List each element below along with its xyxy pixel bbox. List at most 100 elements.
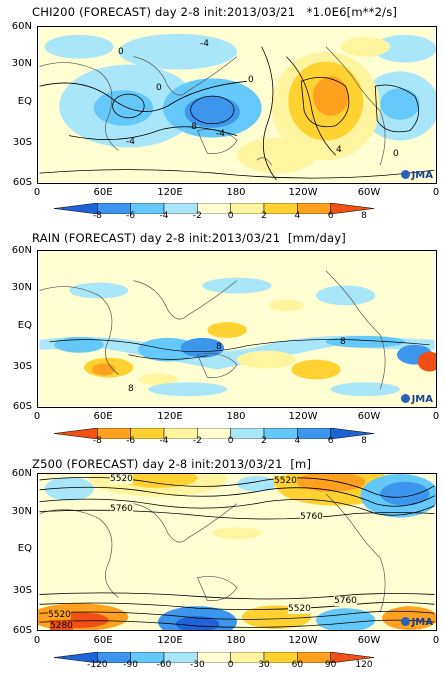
panel-title: CHI200 (FORECAST) day 2-8 init:2013/03/2… — [32, 5, 398, 19]
lon-label: 0 — [432, 635, 440, 646]
colorbar-tick-label: 4 — [294, 436, 301, 446]
colorbar-tick-label: -2 — [192, 436, 202, 446]
lat-label: 60S — [12, 625, 32, 636]
rain-panel: RAIN (FORECAST) day 2-8 init:2013/03/21 … — [0, 226, 445, 451]
lon-label: 180 — [226, 187, 246, 198]
contour-label: 0 — [118, 47, 124, 57]
z500-field — [38, 474, 436, 630]
lat-label: EQ — [17, 96, 32, 107]
contour-label: -4 — [200, 39, 209, 49]
lon-label: 60W — [357, 411, 381, 422]
jma-logo: JMA — [400, 394, 433, 405]
colorbar — [53, 648, 375, 664]
lon-label: 120W — [288, 187, 318, 198]
lat-label: 60N — [11, 21, 32, 32]
colorbar-swatch — [330, 202, 375, 215]
contour-label: 5760 — [334, 596, 357, 606]
lon-label: 0 — [432, 411, 440, 422]
contour-label: 5760 — [300, 512, 323, 522]
lon-label: 120W — [288, 411, 318, 422]
colorbar-tick-label: 0 — [227, 660, 234, 670]
colorbar-tick-label: -30 — [189, 660, 205, 670]
colorbar-tick-label: -4 — [159, 211, 169, 221]
contour-label: 5520 — [110, 474, 133, 484]
colorbar-tick-label: 0 — [227, 211, 234, 221]
lon-label: 60E — [93, 635, 113, 646]
jma-logo: JMA — [400, 617, 433, 628]
colorbar-tick-label: 8 — [361, 436, 367, 446]
lat-label: 60S — [12, 401, 32, 412]
contour-label: -4 — [126, 137, 135, 147]
contour-label: 0 — [393, 149, 399, 159]
colorbar-tick-label: 6 — [327, 211, 334, 221]
colorbar-tick-label: -4 — [159, 436, 169, 446]
colorbar-swatches — [53, 651, 375, 664]
colorbar-tick-label: 2 — [261, 211, 267, 221]
jma-logo: JMA — [400, 170, 433, 181]
colorbar-tick-label: 0 — [227, 436, 234, 446]
chi200-field — [39, 27, 436, 183]
lat-label: EQ — [17, 320, 32, 331]
colorbar-tick-label: 30 — [258, 660, 270, 670]
colorbar-tick-label: -60 — [156, 660, 172, 670]
colorbar-tick-label: -120 — [87, 660, 108, 670]
lon-label: 0 — [33, 187, 41, 198]
contour-label: -4 — [216, 129, 225, 139]
colorbar-tick-label: 120 — [355, 660, 373, 670]
colorbar-tick-label: 90 — [324, 660, 337, 670]
lon-label: 120E — [157, 635, 183, 646]
colorbar-tick-label: -2 — [192, 211, 202, 221]
lat-label: EQ — [17, 543, 32, 554]
chi200-panel: CHI200 (FORECAST) day 2-8 init:2013/03/2… — [0, 0, 445, 225]
contour-label: 0 — [156, 83, 162, 93]
colorbar — [53, 199, 375, 215]
colorbar-tick-label: -8 — [92, 436, 102, 446]
contour-label: 8 — [216, 342, 222, 352]
lon-label: 0 — [432, 187, 440, 198]
contour-label: 5520 — [274, 476, 297, 486]
lon-label: 60W — [357, 635, 381, 646]
lon-label: 60W — [357, 187, 381, 198]
z500-map: 5520 5520 5760 5760 5520 5520 5760 5280 … — [37, 473, 437, 631]
rain-field — [39, 251, 436, 407]
panel-title: Z500 (FORECAST) day 2-8 init:2013/03/21 … — [32, 457, 312, 471]
lon-label: 120E — [157, 187, 183, 198]
rain-map: 8 8 8 JMA — [37, 250, 437, 408]
lat-label: 30S — [12, 137, 32, 148]
lat-label: 30N — [11, 506, 32, 517]
colorbar-tick-label: -6 — [126, 436, 136, 446]
colorbar-swatch — [330, 427, 375, 440]
colorbar-swatch — [330, 651, 375, 664]
chi200-map: 0 -4 -8 -4 0 4 0 -4 0 JMA — [37, 26, 437, 184]
contour-label: 5280 — [50, 621, 73, 631]
colorbar-tick-label: -6 — [126, 211, 136, 221]
lon-label: 120E — [157, 411, 183, 422]
lon-label: 120W — [288, 635, 318, 646]
colorbar-tick-label: 8 — [361, 211, 367, 221]
lat-label: 60S — [12, 177, 32, 188]
colorbar — [53, 424, 375, 440]
colorbar-tick-label: 2 — [261, 436, 267, 446]
lat-label: 30S — [12, 361, 32, 372]
contour-label: 8 — [340, 337, 346, 347]
contour-label: 8 — [128, 384, 134, 394]
colorbar-tick-label: 60 — [291, 660, 304, 670]
z500-panel: Z500 (FORECAST) day 2-8 init:2013/03/21 … — [0, 451, 445, 675]
panel-title: RAIN (FORECAST) day 2-8 init:2013/03/21 … — [32, 231, 346, 245]
lon-label: 0 — [33, 411, 41, 422]
contour-label: 0 — [248, 75, 254, 85]
colorbar-tick-label: 6 — [327, 436, 334, 446]
lat-label: 30N — [11, 282, 32, 293]
colorbar-tick-label: -90 — [123, 660, 138, 670]
lat-label: 30S — [12, 585, 32, 596]
lon-label: 60E — [93, 187, 113, 198]
colorbar-tick-label: 4 — [294, 211, 301, 221]
colorbar-tick-label: -8 — [92, 211, 102, 221]
lat-label: 60N — [11, 245, 32, 256]
contour-label: 5520 — [48, 610, 71, 620]
lon-label: 180 — [226, 411, 246, 422]
lat-label: 30N — [11, 58, 32, 69]
contour-label: -8 — [188, 122, 197, 132]
lon-label: 180 — [226, 635, 246, 646]
colorbar-swatches — [53, 427, 375, 440]
